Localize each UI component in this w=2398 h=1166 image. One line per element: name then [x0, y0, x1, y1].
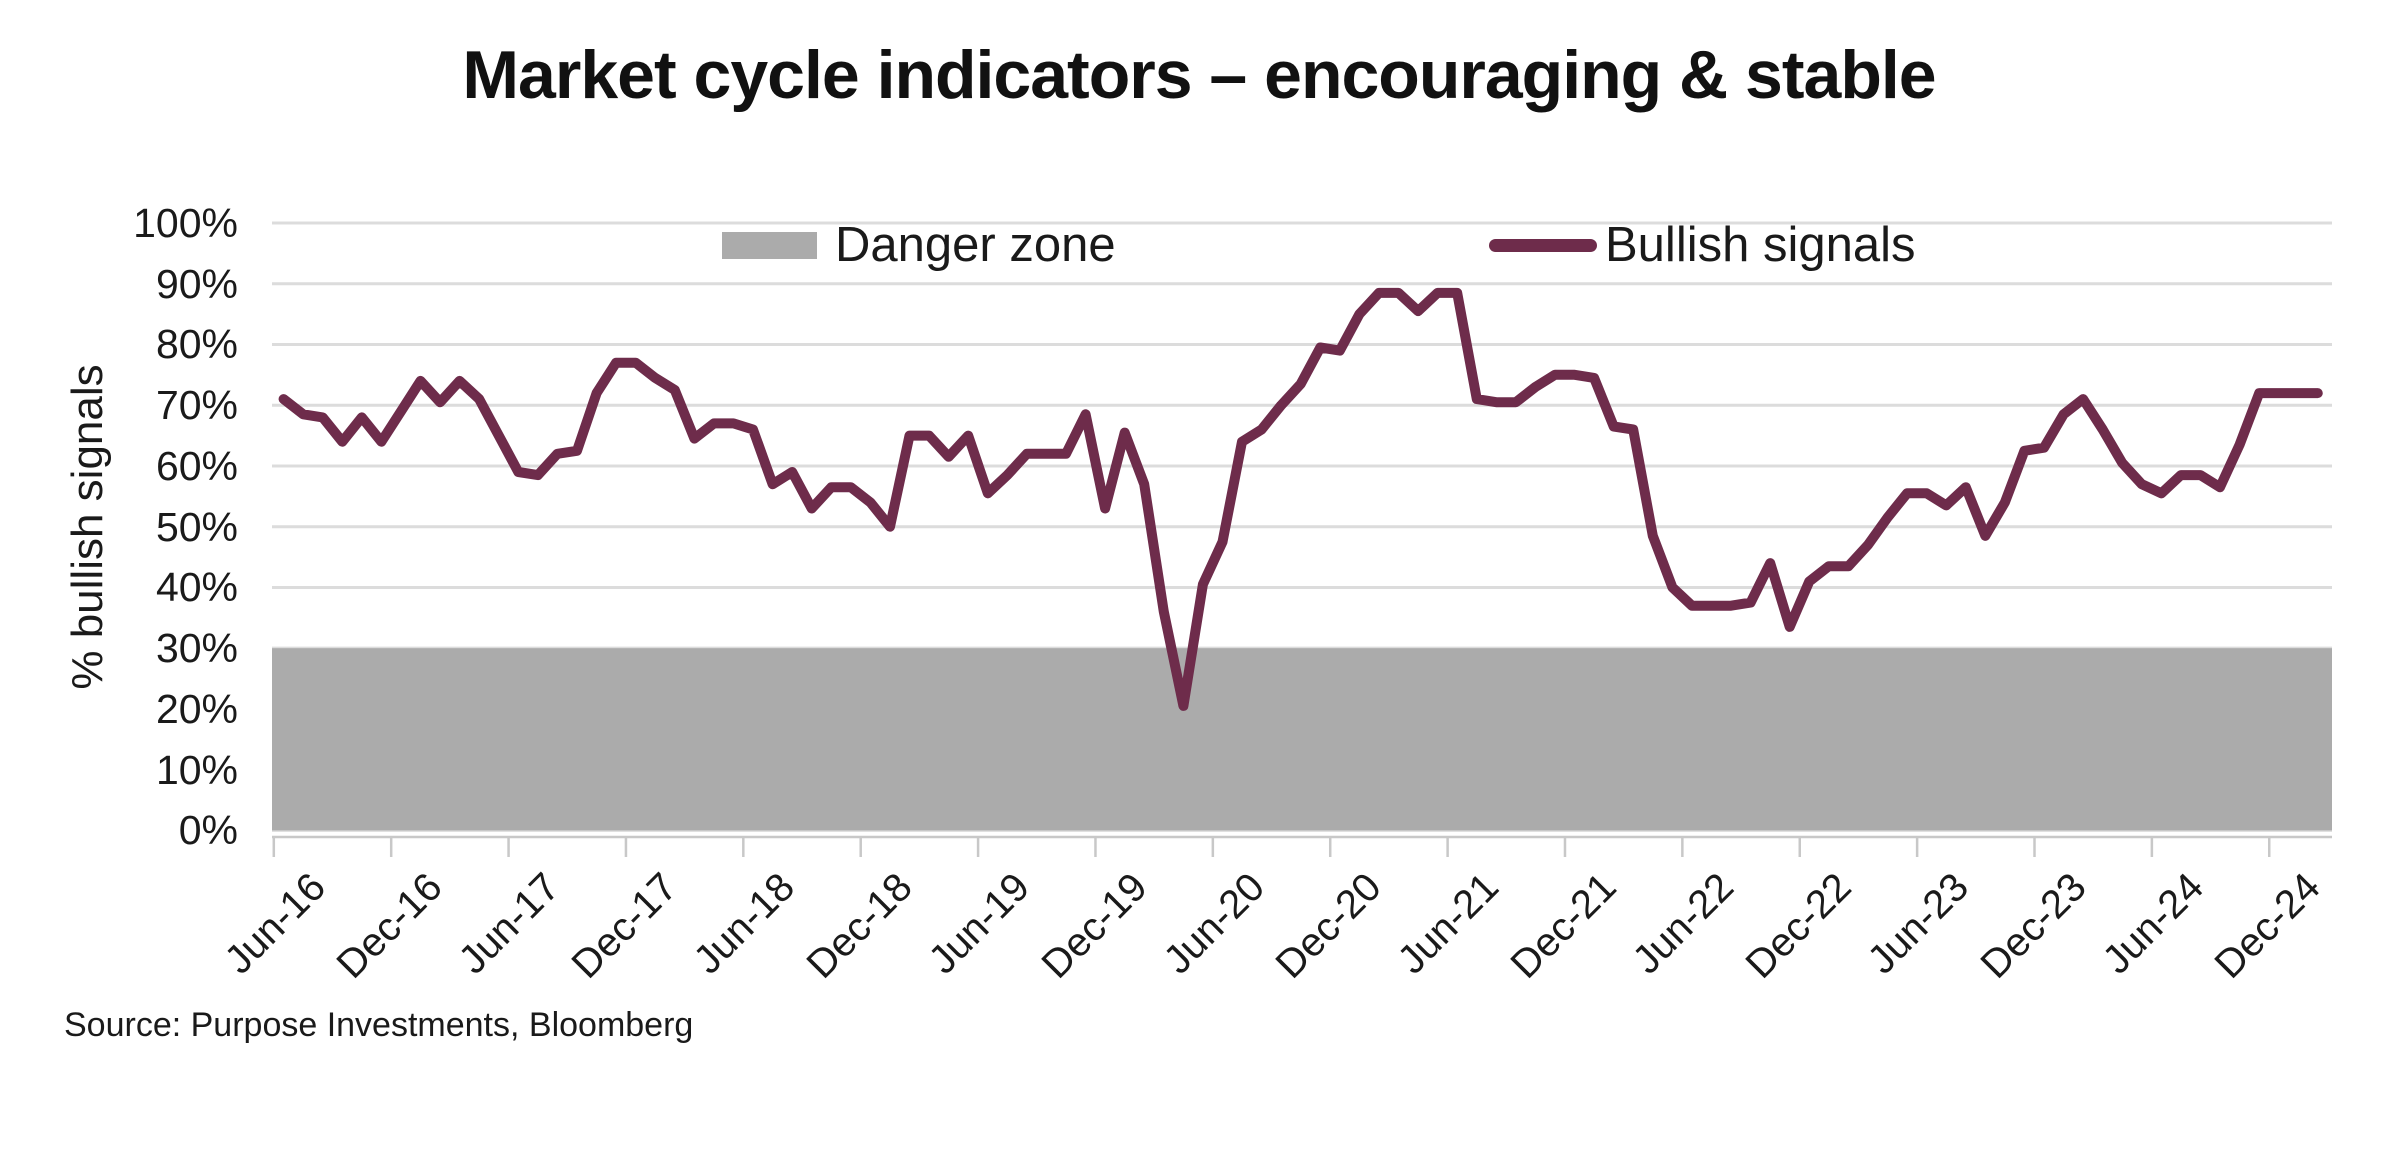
y-tick-label: 60%: [155, 442, 238, 489]
bullish-signals-line-swatch-icon: [1489, 238, 1597, 252]
legend-item-bullish-signals: Bullish signals: [1489, 218, 1916, 272]
legend-label-bullish-signals: Bullish signals: [1605, 218, 1916, 272]
chart-title: Market cycle indicators – encouraging & …: [462, 37, 1936, 113]
danger-zone-swatch-icon: [722, 231, 817, 259]
danger-zone-band: [272, 648, 2332, 831]
y-tick-label: 100%: [133, 200, 238, 246]
y-tick-label: 90%: [155, 260, 238, 307]
legend-item-danger-zone: Danger zone: [722, 218, 1116, 272]
bullish-signals-line: [278, 287, 2323, 711]
y-tick-label: 80%: [155, 321, 238, 368]
source-note: Source: Purpose Investments, Bloomberg: [64, 1006, 694, 1044]
y-tick-label: 50%: [155, 503, 238, 550]
y-tick-label: 10%: [155, 746, 238, 793]
y-tick-label: 30%: [155, 625, 238, 672]
y-tick-label: 0%: [178, 807, 238, 854]
y-tick-label: 70%: [155, 382, 238, 429]
y-tick-label: 20%: [155, 685, 238, 732]
legend-label-danger-zone: Danger zone: [835, 218, 1116, 272]
y-tick-label: 40%: [155, 564, 238, 611]
